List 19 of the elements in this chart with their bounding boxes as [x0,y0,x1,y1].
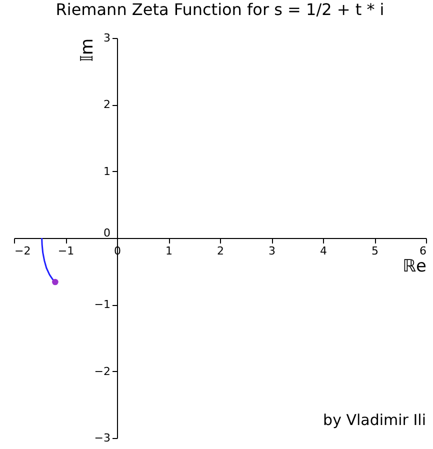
y-tick-label: −3 [94,432,110,444]
y-axis-title: 𝕀m [78,38,98,62]
x-tick-label: 1 [166,244,172,258]
chart-title: Riemann Zeta Function for s = 1/2 + t * i [56,0,384,19]
y-tick-label: 0 [104,226,110,240]
y-tick-label: −2 [94,364,110,378]
x-tick-label: 2 [217,244,224,258]
x-tick-label: −1 [58,244,74,258]
y-tick-label: 2 [104,98,110,112]
x-tick-label: 3 [268,244,276,258]
y-tick-label: 3 [104,32,110,44]
x-tick-label: −2 [14,244,31,258]
y-tick-label: 1 [104,164,110,178]
annotation: by Vladimir Ili [323,411,426,429]
x-tick-label: 4 [320,244,327,258]
x-axis-title: ℝe [402,256,426,276]
y-tick-label: −1 [94,298,110,312]
x-tick-label: 5 [372,244,378,258]
x-tick-label: 6 [420,244,426,258]
